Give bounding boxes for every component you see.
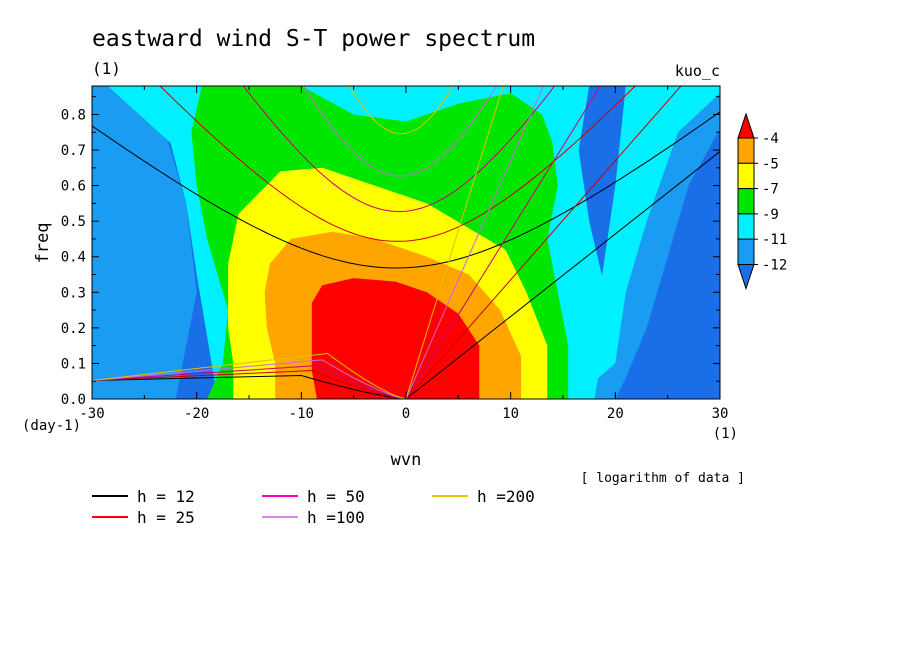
- colorbar-segment: [737, 137, 755, 164]
- colorbar-bottom-arrow: [737, 264, 755, 291]
- colorbar-label: -11: [762, 232, 787, 248]
- colorbar-segment: [737, 188, 755, 215]
- dispersion-curve-h12-rossby: [92, 374, 407, 399]
- legend-label: h =100: [307, 508, 365, 527]
- x-tick-label: 10: [502, 406, 519, 422]
- y-tick-label: 0.8: [61, 107, 86, 123]
- x-tick-label: 20: [607, 406, 624, 422]
- x-tick-label: -10: [289, 406, 314, 422]
- contour-fill: [594, 86, 720, 399]
- y-tick-label: 0.4: [61, 250, 86, 266]
- y-tick-label: 0.5: [61, 214, 86, 230]
- dispersion-curve-h100-gravity: [303, 86, 498, 177]
- y-axis: 0.0 0.1 0.2 0.3 0.4 0.5 0.6 0.7 0.8: [61, 96, 720, 408]
- dispersion-curves: [92, 86, 720, 399]
- legend-label: h =200: [477, 487, 535, 506]
- dispersion-curve-h12-kelvin: [405, 151, 720, 399]
- filled-contours: [92, 86, 720, 399]
- dispersion-curve-h200-gravity: [348, 86, 454, 135]
- x-axis-label: wvn: [391, 450, 422, 470]
- x-axis: -30 -20 -10 0 10 20 30: [79, 86, 728, 422]
- x-tick-label: -20: [184, 406, 209, 422]
- chart-title: eastward wind S-T power spectrum: [92, 26, 535, 52]
- colorbar: -4 -5 -7 -9 -11 -12: [737, 112, 787, 291]
- y-tick-label: 0.7: [61, 143, 86, 159]
- chart-subtitle-left: (1): [92, 59, 121, 78]
- y-tick-label: 0.6: [61, 179, 86, 195]
- x-tick-label: -30: [79, 406, 104, 422]
- dispersion-curve-h25-kelvin: [405, 86, 682, 399]
- contour-fill: [92, 86, 197, 399]
- y-tick-label: 0.1: [61, 356, 86, 372]
- x-tick-label: 0: [402, 406, 410, 422]
- y-tick-label: 0.2: [61, 321, 86, 337]
- chart-subtitle-right: kuo_c: [675, 62, 720, 80]
- y-tick-label: 0.0: [61, 392, 86, 408]
- dispersion-curve-h100-rossby: [92, 359, 407, 399]
- colorbar-top-arrow: [737, 112, 755, 139]
- colorbar-label: -7: [762, 182, 779, 198]
- dispersion-curve-h200-rossby: [92, 352, 407, 399]
- dispersion-curve-h25-rossby: [92, 369, 407, 399]
- y-axis-unit: (day-1): [22, 418, 81, 434]
- colorbar-label: -9: [762, 207, 779, 223]
- legend-label: h = 25: [137, 508, 195, 527]
- y-axis-label: freq: [33, 223, 53, 264]
- dispersion-curve-h50-gravity: [242, 86, 556, 212]
- colorbar-label: -5: [762, 156, 779, 172]
- colorbar-label: -12: [762, 258, 787, 274]
- x-axis-unit: (1): [713, 426, 738, 442]
- y-tick-label: 0.3: [61, 285, 86, 301]
- data-note: [ logarithm of data ]: [581, 471, 745, 486]
- dispersion-curve-h50-kelvin: [405, 86, 601, 399]
- colorbar-label: -4: [762, 131, 779, 147]
- legend-label: h = 12: [137, 487, 195, 506]
- colorbar-segment: [737, 238, 755, 265]
- dispersion-curve-h50-rossby: [92, 365, 407, 399]
- dispersion-curve-h25-gravity: [159, 86, 636, 242]
- dispersion-curve-h100-kelvin: [405, 86, 545, 399]
- plot-area: [92, 86, 720, 399]
- legend-label: h = 50: [307, 487, 365, 506]
- contour-fill: [311, 278, 480, 399]
- dispersion-curve-h200-kelvin: [405, 86, 504, 399]
- colorbar-segment: [737, 213, 755, 240]
- contour-fill: [594, 86, 720, 382]
- legend: h = 12 h = 25 h = 50 h =100 h =200: [92, 487, 535, 527]
- dispersion-curve-h12-gravity: [92, 111, 720, 269]
- colorbar-segment: [737, 162, 755, 190]
- x-tick-label: 30: [712, 406, 729, 422]
